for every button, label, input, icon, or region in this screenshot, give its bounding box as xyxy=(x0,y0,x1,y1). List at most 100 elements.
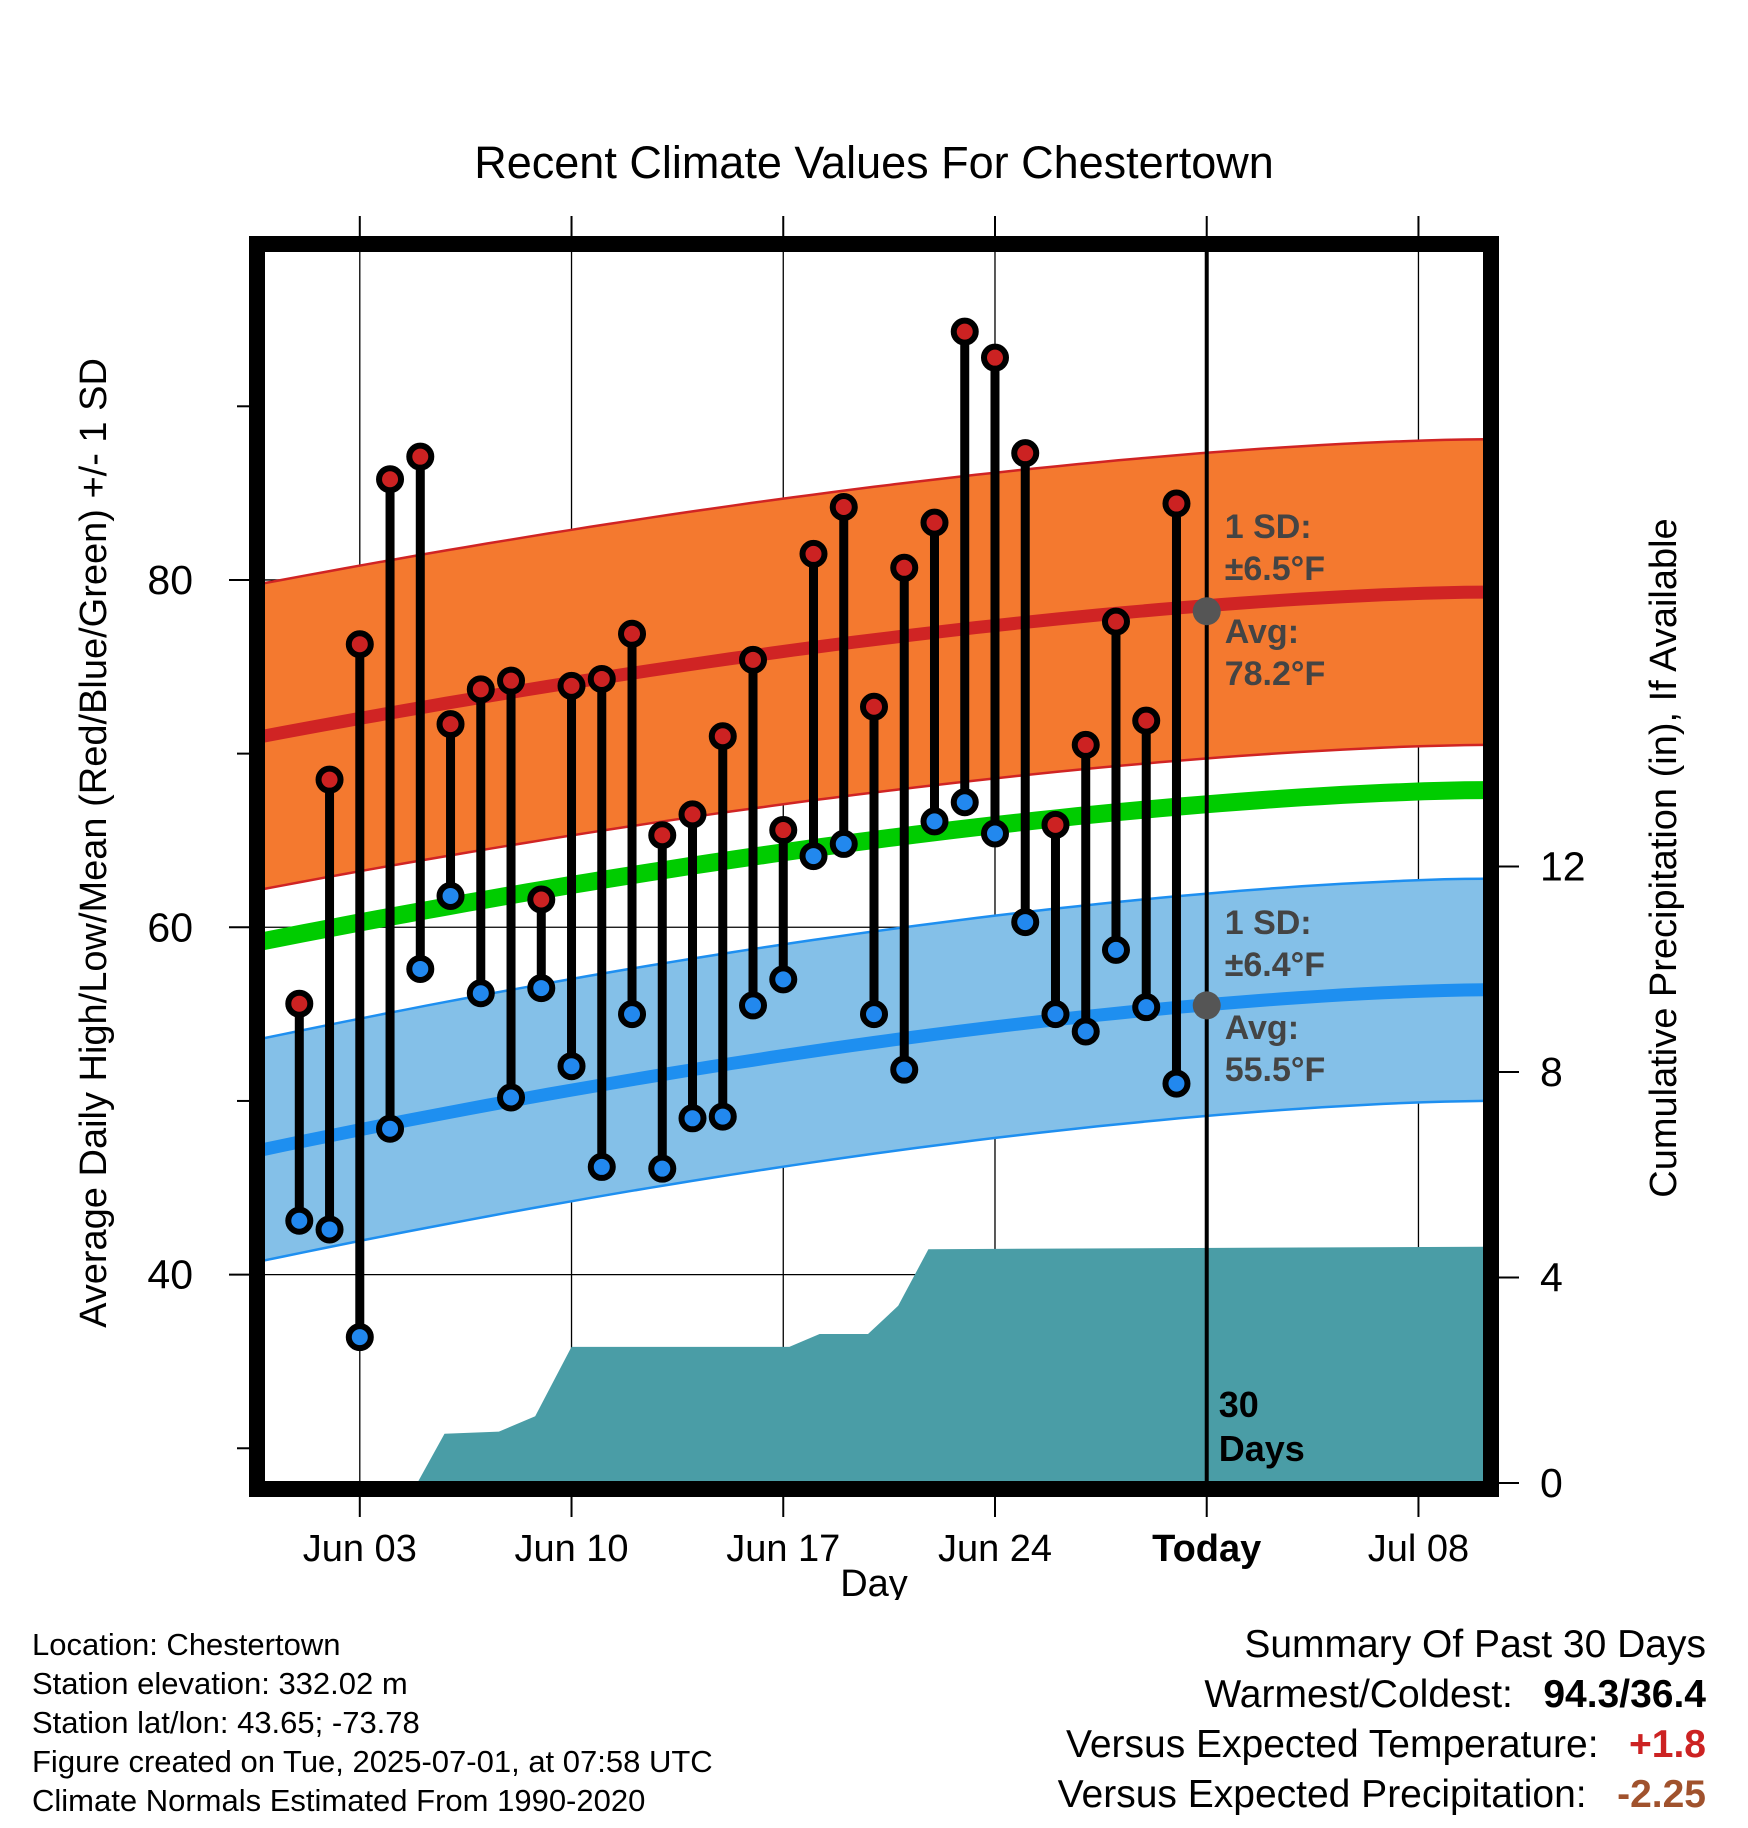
daily-high-point xyxy=(708,722,737,751)
daily-high-point xyxy=(890,553,919,582)
daily-low-point xyxy=(1041,1000,1070,1029)
daily-low-point xyxy=(829,829,858,858)
temp-vs-expected-value: +1.8 xyxy=(1629,1723,1706,1766)
normal-low-line xyxy=(261,983,1486,1156)
daily-low-point xyxy=(769,965,798,994)
low-sd-label: 1 SD: xyxy=(1225,904,1312,942)
y-tick-label: 40 xyxy=(147,1252,193,1298)
daily-high-point xyxy=(648,821,677,850)
daily-high-point xyxy=(1132,706,1161,735)
warm-cold-label: Warmest/Coldest: xyxy=(1204,1673,1513,1716)
precip-area xyxy=(263,1246,1485,1483)
high-band-upper-edge xyxy=(262,438,1486,585)
daily-low-point xyxy=(406,954,435,983)
daily-low-point xyxy=(587,1152,616,1181)
today-layer xyxy=(1192,250,1221,1483)
daily-low-point xyxy=(436,882,465,911)
high-avg-value: 78.2°F xyxy=(1225,655,1326,693)
daily-low-point xyxy=(678,1104,707,1133)
daily-low-point xyxy=(315,1215,344,1244)
daily-high-point xyxy=(345,630,374,659)
daily-low-point xyxy=(285,1206,314,1235)
precip-vs-expected-label: Versus Expected Precipitation: xyxy=(1057,1773,1587,1816)
daily-low-point xyxy=(376,1114,405,1143)
high-avg-label: Avg: xyxy=(1225,613,1299,651)
y2-tick-label: 12 xyxy=(1540,844,1586,890)
daily-high-point xyxy=(1011,439,1040,468)
daily-high-point xyxy=(376,465,405,494)
daily-low-point xyxy=(345,1323,374,1352)
frame-layer xyxy=(249,236,1499,1497)
location-text: Location: Chestertown xyxy=(32,1627,341,1662)
daily-high-point xyxy=(799,539,828,568)
daily-high-point xyxy=(527,885,556,914)
annotation-layer: 1 SD: ±6.5°F Avg: 78.2°F 1 SD: ±6.4°F Avg: 55.5… xyxy=(1219,508,1326,1469)
daily-high-point xyxy=(406,442,435,471)
daily-high-point xyxy=(1071,730,1100,759)
daily-low-point xyxy=(799,842,828,871)
plot-frame xyxy=(249,236,1499,1497)
daily-high-point xyxy=(466,675,495,704)
y2-tick-label: 8 xyxy=(1540,1049,1563,1095)
daily-low-point xyxy=(920,807,949,836)
daily-low-point xyxy=(1162,1069,1191,1098)
daily-low-point xyxy=(1132,993,1161,1022)
daily-low-point xyxy=(648,1154,677,1183)
daily-high-point xyxy=(436,710,465,739)
daily-high-point xyxy=(980,343,1009,372)
precip-window-label: 30 xyxy=(1219,1384,1259,1425)
daily-high-point xyxy=(1101,607,1130,636)
created-text: Figure created on Tue, 2025-07-01, at 07… xyxy=(32,1744,713,1779)
x-tick-label: Jun 03 xyxy=(303,1528,417,1570)
daily-high-point xyxy=(769,816,798,845)
station-info: Location: Chestertown Station elevation:… xyxy=(32,1625,713,1820)
precip-vs-expected-value: -2.25 xyxy=(1617,1773,1706,1816)
temp-vs-expected-label: Versus Expected Temperature: xyxy=(1065,1723,1599,1766)
daily-high-point xyxy=(950,317,979,346)
precip-window-unit: Days xyxy=(1219,1428,1305,1469)
y2-tick-label: 0 xyxy=(1540,1460,1563,1506)
chart-title: Recent Climate Values For Chestertown xyxy=(474,137,1274,188)
high-sd-label: 1 SD: xyxy=(1225,508,1312,546)
low-band-lower-edge xyxy=(262,1099,1486,1262)
daily-high-point xyxy=(678,800,707,829)
daily-high-point xyxy=(829,493,858,522)
daily-high-point xyxy=(285,989,314,1018)
summary-title: Summary Of Past 30 Days xyxy=(1244,1623,1706,1666)
precip-layer xyxy=(263,1246,1485,1483)
today-low-avg-marker xyxy=(1192,991,1221,1020)
y-axis-label: Average Daily High/Low/Mean (Red/Blue/Gr… xyxy=(73,358,115,1328)
daily-high-point xyxy=(860,692,888,721)
daily-high-point xyxy=(1162,489,1191,518)
daily-high-point xyxy=(1041,810,1070,839)
x-tick-label: Jun 24 xyxy=(938,1528,1052,1570)
daily-low-point xyxy=(1101,935,1130,964)
low-sd-value: ±6.4°F xyxy=(1225,946,1325,984)
high-sd-value: ±6.5°F xyxy=(1225,550,1325,588)
latlon-text: Station lat/lon: 43.65; -73.78 xyxy=(32,1705,420,1740)
daily-high-point xyxy=(587,664,616,693)
daily-high-point xyxy=(315,765,344,794)
climate-chart: Recent Climate Values For Chestertown 1 … xyxy=(73,137,1685,1600)
x-tick-label: Jul 08 xyxy=(1368,1528,1469,1570)
daily-stems-layer xyxy=(285,317,1191,1352)
low-avg-value: 55.5°F xyxy=(1225,1051,1326,1089)
elevation-text: Station elevation: 332.02 m xyxy=(32,1666,408,1701)
summary-panel: Summary Of Past 30 Days Warmest/Coldest:… xyxy=(1058,1620,1706,1820)
daily-low-point xyxy=(557,1052,586,1081)
normals-text: Climate Normals Estimated From 1990-2020 xyxy=(32,1783,646,1818)
x-tick-label: Jun 17 xyxy=(726,1528,840,1570)
daily-low-point xyxy=(497,1083,526,1112)
x-axis-label: Day xyxy=(840,1563,908,1600)
y-tick-label: 80 xyxy=(147,557,193,603)
daily-low-point xyxy=(466,979,495,1008)
warm-cold-value: 94.3/36.4 xyxy=(1543,1673,1706,1716)
daily-high-point xyxy=(739,645,768,674)
low-avg-label: Avg: xyxy=(1225,1009,1299,1047)
x-tick-label: Jun 10 xyxy=(514,1528,628,1570)
daily-low-point xyxy=(708,1102,737,1131)
daily-low-point xyxy=(618,1000,647,1029)
daily-low-point xyxy=(860,1000,888,1029)
daily-low-point xyxy=(739,991,768,1020)
daily-low-point xyxy=(950,788,979,817)
